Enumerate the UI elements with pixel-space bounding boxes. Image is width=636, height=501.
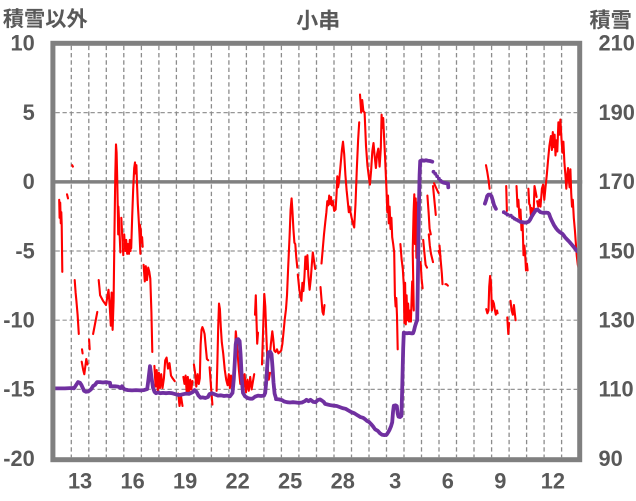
svg-text:10: 10	[11, 31, 35, 56]
svg-text:130: 130	[599, 308, 635, 333]
svg-text:90: 90	[599, 446, 623, 471]
svg-text:6: 6	[442, 468, 454, 493]
svg-text:19: 19	[173, 468, 197, 493]
svg-text:190: 190	[599, 100, 635, 125]
svg-text:3: 3	[389, 468, 401, 493]
svg-text:-15: -15	[3, 377, 35, 402]
svg-text:-20: -20	[3, 446, 35, 471]
svg-text:13: 13	[68, 468, 92, 493]
svg-text:25: 25	[278, 468, 302, 493]
svg-text:170: 170	[599, 169, 635, 194]
svg-text:5: 5	[23, 100, 35, 125]
svg-text:-5: -5	[15, 238, 34, 263]
svg-text:22: 22	[226, 468, 250, 493]
svg-text:0: 0	[23, 169, 35, 194]
svg-text:28: 28	[331, 468, 355, 493]
svg-text:9: 9	[494, 468, 506, 493]
svg-text:16: 16	[120, 468, 144, 493]
svg-text:-10: -10	[3, 308, 35, 333]
svg-text:110: 110	[599, 377, 634, 402]
svg-text:150: 150	[599, 238, 635, 263]
svg-text:210: 210	[599, 31, 635, 56]
svg-text:12: 12	[541, 468, 565, 493]
